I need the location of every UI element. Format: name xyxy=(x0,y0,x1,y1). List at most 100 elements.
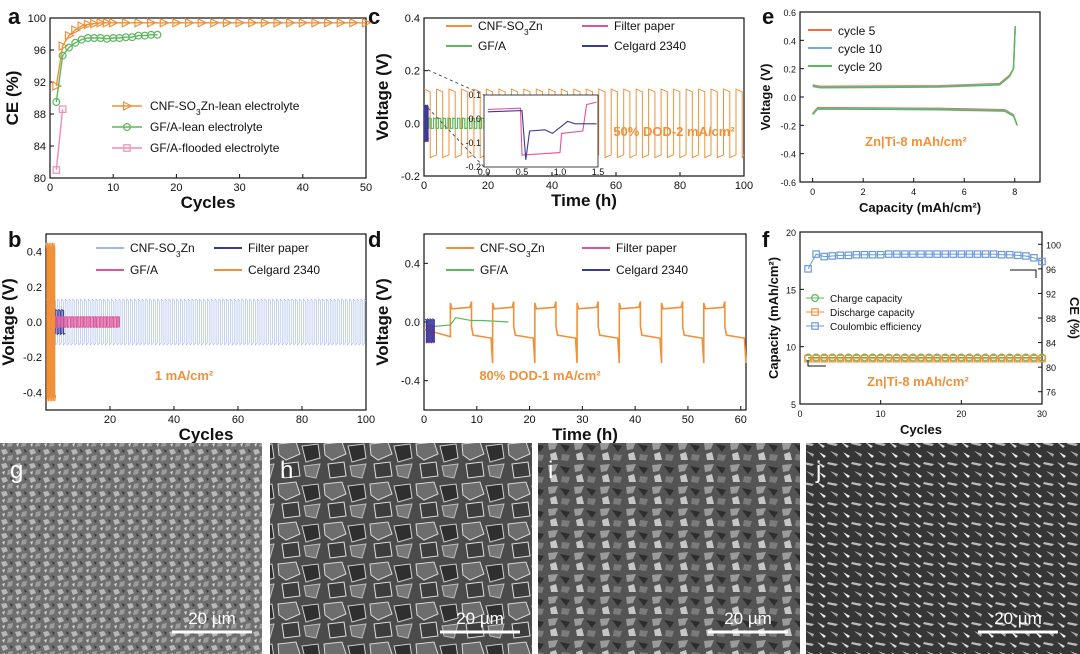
x-tick-label-c: 100 xyxy=(735,180,753,192)
x-tick-label-a: 40 xyxy=(297,182,309,194)
x-axis-title-d: Time (h) xyxy=(552,425,618,444)
data-point-f-2 xyxy=(852,250,861,259)
x-tick-label-d: 50 xyxy=(682,414,694,426)
data-point-a-0 xyxy=(260,17,271,28)
data-point-a-0 xyxy=(172,17,183,28)
plot-frame-e xyxy=(799,11,1041,183)
chart-b: 20 40 60 80 100 -0.4 -0.2 0.0 0.2 0.4 Cycles Voltag… xyxy=(0,233,375,444)
scale-label-g: 20 µm xyxy=(188,609,236,628)
data-point-a-0 xyxy=(90,18,101,29)
legend-label-b-2: GF/A xyxy=(130,263,158,277)
y-axis-title-b: Voltage (V) xyxy=(0,278,18,366)
annotation-f: Zn|Ti-8 mAh/cm² xyxy=(867,374,969,389)
x-tick-label-d: 10 xyxy=(471,414,483,426)
data-point-f-1 xyxy=(820,354,829,363)
x-tick-label-e: 8 xyxy=(1012,187,1017,197)
y-tick-label-f: 20 xyxy=(786,228,796,238)
y2-tick-label-f: 84 xyxy=(1046,339,1056,349)
legend-label-d-0: CNF-SO3Zn xyxy=(480,241,545,259)
data-point-f-2 xyxy=(844,251,853,260)
y2-tick-label-f: 80 xyxy=(1046,363,1056,373)
x-tick-label-c: 80 xyxy=(674,180,686,192)
y-tick-label-a: 96 xyxy=(34,45,46,57)
y-tick-label-b: 0.4 xyxy=(27,247,42,259)
y2-tick-label-f: 88 xyxy=(1046,314,1056,324)
x-tick-label-d: 40 xyxy=(629,414,641,426)
data-point-a-0 xyxy=(222,17,233,28)
x-axis-title-f: Cycles xyxy=(900,422,942,437)
legend-label-f-1: Discharge capacity xyxy=(830,308,914,319)
panel-label-g: g xyxy=(10,457,23,484)
data-point-f-1 xyxy=(997,354,1006,363)
data-point-f-1 xyxy=(909,354,917,363)
inset-y-tick-c: -0.1 xyxy=(465,138,481,148)
data-point-a-0 xyxy=(311,17,322,28)
y-tick-label-e: 0.0 xyxy=(783,93,796,103)
series-charge-e-2 xyxy=(812,26,1016,89)
legend-label-f-0: Charge capacity xyxy=(830,294,902,305)
x-tick-label-c: 60 xyxy=(610,180,622,192)
legend-label-e-2: cycle 20 xyxy=(838,60,882,74)
data-point-f-1 xyxy=(844,354,853,363)
sem-image-h: h 20 µm xyxy=(270,443,532,654)
data-point-f-2 xyxy=(917,250,925,258)
series-line-c-3 xyxy=(423,104,429,143)
y-tick-label-a: 88 xyxy=(34,109,46,121)
panel-label-j: j xyxy=(815,457,821,484)
data-point-f-1 xyxy=(917,354,925,363)
x-tick-label-a: 30 xyxy=(233,182,245,194)
legend-label-a-1: GF/A-lean electrolyte xyxy=(150,120,263,134)
legend-marker-f-0 xyxy=(810,294,819,303)
data-point-a-0 xyxy=(147,17,157,28)
data-point-f-1 xyxy=(1030,354,1038,363)
data-point-a-0 xyxy=(336,17,347,28)
x-tick-label-f: 0 xyxy=(797,409,802,419)
x-tick-label-a: 20 xyxy=(170,182,182,194)
data-point-f-1 xyxy=(957,354,966,363)
data-point-f-2 xyxy=(1030,254,1038,262)
data-point-f-1 xyxy=(981,354,990,363)
inset-y-tick-c: 0.1 xyxy=(468,90,481,100)
series-line-a-0 xyxy=(55,22,366,87)
data-point-f-1 xyxy=(941,354,950,363)
data-point-a-0 xyxy=(273,17,284,28)
series-line-d-2 xyxy=(434,316,509,327)
data-point-f-1 xyxy=(933,354,941,363)
data-point-f-1 xyxy=(1038,354,1046,363)
data-point-f-2 xyxy=(892,250,901,258)
y-tick-label-f: 15 xyxy=(786,285,796,295)
panel-label-e: e xyxy=(762,4,774,29)
x-tick-label-e: 6 xyxy=(962,187,967,197)
panel-label-f: f xyxy=(762,227,770,252)
data-point-f-2 xyxy=(1022,252,1030,260)
y-tick-label-e: -0.6 xyxy=(780,178,796,188)
x-tick-label-c: 20 xyxy=(482,180,494,192)
y-axis-title-a: CE (%) xyxy=(3,71,22,126)
y-tick-label-b: 0.0 xyxy=(27,317,42,329)
sem-image-i: i 20 µm xyxy=(538,443,800,654)
inset-guide-c xyxy=(427,69,485,96)
legend-label-e-1: cycle 10 xyxy=(838,42,882,56)
data-point-f-2 xyxy=(909,250,917,258)
data-point-f-2 xyxy=(957,250,966,258)
data-point-a-0 xyxy=(102,17,113,28)
data-point-a-0 xyxy=(323,17,334,28)
series-line-b-2 xyxy=(45,315,121,329)
data-point-a-1 xyxy=(52,97,61,106)
data-point-a-0 xyxy=(121,17,132,28)
data-point-a-1 xyxy=(58,51,67,60)
legend-label-d-1: Filter paper xyxy=(616,241,677,255)
y2-tick-label-f: 96 xyxy=(1046,265,1056,275)
data-point-a-0 xyxy=(64,30,75,41)
y-tick-label-e: 0.2 xyxy=(783,65,796,75)
data-point-f-2 xyxy=(933,250,941,258)
panel-label-i: i xyxy=(548,457,553,484)
data-point-f-1 xyxy=(884,354,893,363)
annotation-d: 80% DOD-1 mA/cm² xyxy=(479,368,601,383)
y-tick-label-b: -0.4 xyxy=(23,387,42,399)
y-axis-title-f: Capacity (mAh/cm²) xyxy=(766,257,781,379)
data-point-f-1 xyxy=(852,354,861,363)
data-point-f-2 xyxy=(973,250,982,258)
data-point-f-2 xyxy=(941,250,950,258)
x-tick-label-e: 4 xyxy=(911,187,916,197)
